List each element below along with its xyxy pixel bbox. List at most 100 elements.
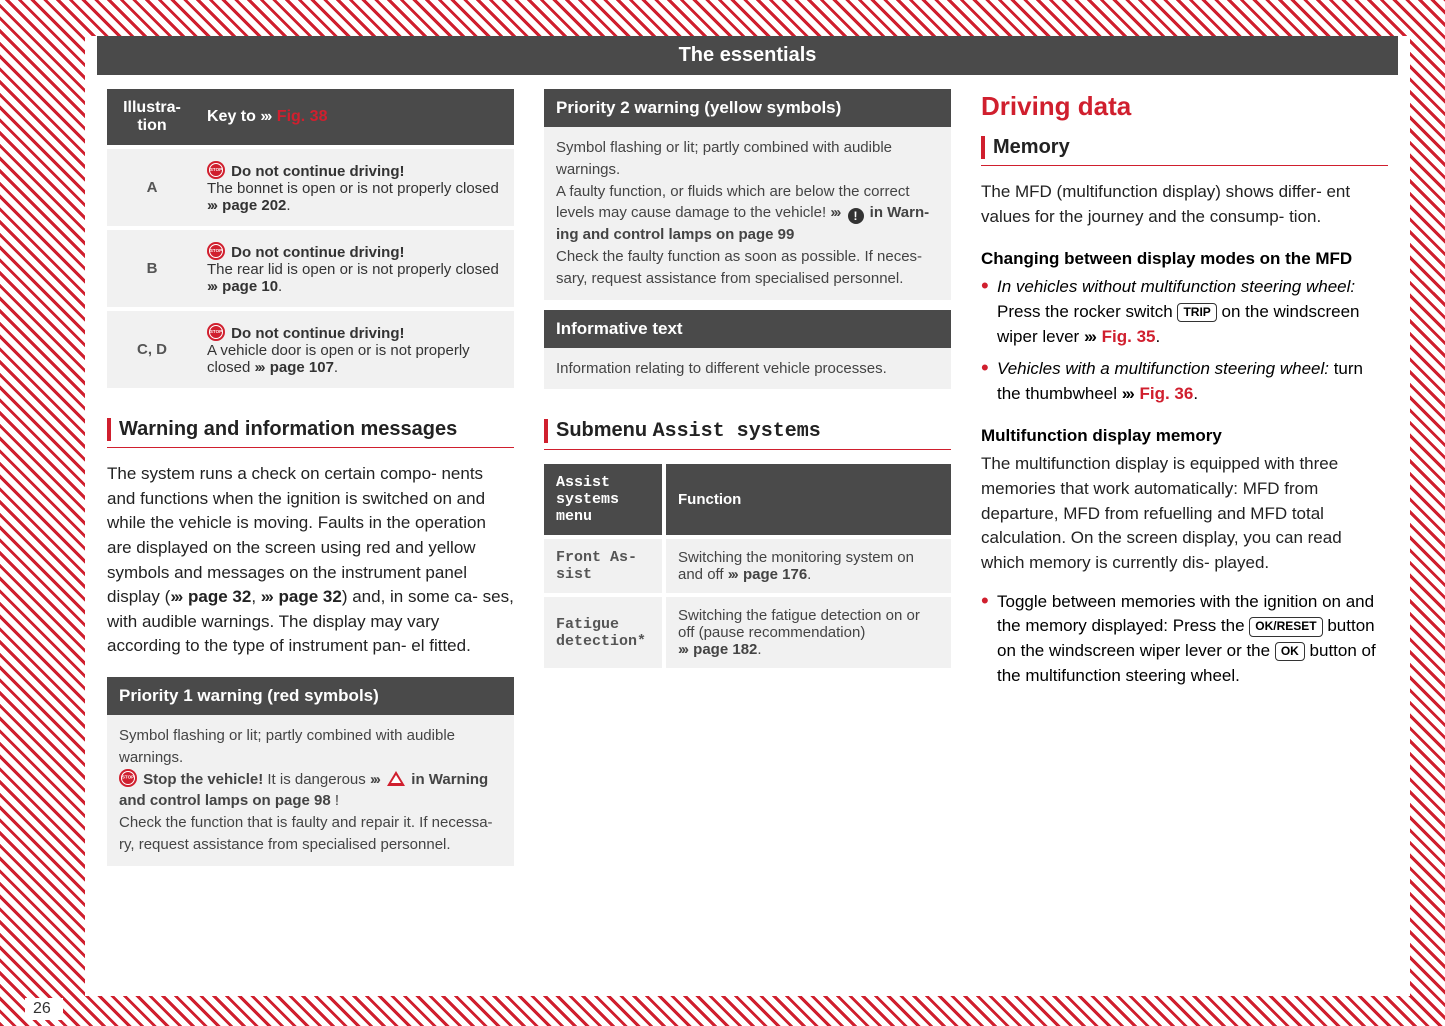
stop-icon [207, 242, 225, 260]
row-text: The bonnet is open or is not properly cl… [207, 180, 499, 197]
submenu-prefix: Submenu [556, 419, 653, 441]
p1-text: Check the function that is faulty and re… [119, 814, 493, 853]
info-icon: ! [848, 208, 864, 224]
stop-icon [119, 769, 137, 787]
priority1-box-body: Symbol flashing or lit; partly combined … [107, 715, 514, 866]
trip-button-icon: TRIP [1177, 303, 1216, 322]
fig-ref: Fig. 36 [1139, 384, 1193, 403]
submenu-mono: Assist systems [653, 420, 821, 443]
chevron-icon: ››› [830, 204, 839, 221]
row-label: C, D [107, 309, 197, 388]
chevron-icon: ››› [728, 566, 737, 583]
stop-icon [207, 161, 225, 179]
ok-button-icon: OK [1275, 642, 1305, 661]
chevron-icon: ››› [260, 108, 270, 125]
toggle-memories-list: Toggle between memories with the ignitio… [981, 590, 1388, 689]
chevron-icon: ››› [207, 197, 216, 214]
row-warn: Do not continue driving! [231, 325, 404, 342]
p1-text: It is dangerous [263, 771, 366, 788]
row-label: B [107, 228, 197, 309]
row-warn: Do not continue driving! [231, 163, 404, 180]
bullet-ital: Vehicles with a multifunction steering w… [997, 359, 1329, 378]
priority1-box: Priority 1 warning (red symbols) Symbol … [107, 677, 514, 866]
list-item: In vehicles without multifunction steeri… [981, 275, 1388, 349]
row-body: Do not continue driving! The rear lid is… [197, 228, 514, 309]
row-page-ref: page 202 [222, 197, 286, 214]
list-item: Toggle between memories with the ignitio… [981, 590, 1388, 689]
chevron-icon: ››› [170, 587, 181, 606]
row-body: Do not continue driving! The bonnet is o… [197, 147, 514, 228]
priority1-box-header: Priority 1 warning (red symbols) [107, 677, 514, 715]
section-submenu-assist: Submenu Assist systems [544, 415, 951, 450]
assist-th-menu: Assist systems menu [544, 464, 664, 537]
table-row: C, D Do not continue driving! A vehicle … [107, 309, 514, 388]
warning-info-paragraph: The system runs a check on certain compo… [107, 462, 514, 659]
assist-name: Front As- sist [544, 537, 664, 595]
mfd-memory-heading: Multifunction display memory [981, 426, 1388, 446]
page-ref: page 32 [279, 587, 342, 606]
mfd-memory-paragraph: The multifunction display is equipped wi… [981, 452, 1388, 575]
illus-th-left-text: Illustra- tion [123, 99, 181, 134]
bullet-text: Press the rocker switch [997, 302, 1177, 321]
driving-data-title: Driving data [981, 91, 1388, 122]
assist-name: Fatigue detection* [544, 595, 664, 668]
illus-th-left: Illustra- tion [107, 89, 197, 147]
column-2: Priority 2 warning (yellow symbols) Symb… [544, 89, 951, 876]
chevron-icon: ››› [207, 278, 216, 295]
assist-page-ref: page 176 [743, 566, 807, 583]
column-3: Driving data Memory The MFD (multifuncti… [981, 89, 1388, 876]
stop-icon [207, 323, 225, 341]
list-item: Vehicles with a multifunction steering w… [981, 357, 1388, 406]
fig-ref: Fig. 35 [1102, 327, 1156, 346]
p2-text: Symbol flashing or lit; partly combined … [556, 139, 892, 178]
illustration-table: Illustra- tion Key to ››› Fig. 38 A Do n… [107, 89, 514, 388]
assist-table: Assist systems menu Function Front As- s… [544, 464, 951, 668]
row-warn: Do not continue driving! [231, 244, 404, 261]
priority2-box: Priority 2 warning (yellow symbols) Symb… [544, 89, 951, 300]
assist-th-function: Function [664, 464, 951, 537]
table-row: A Do not continue driving! The bonnet is… [107, 147, 514, 228]
memory-heading: Memory [993, 136, 1070, 158]
priority2-box-body: Symbol flashing or lit; partly combined … [544, 127, 951, 300]
changing-modes-heading: Changing between display modes on the MF… [981, 249, 1388, 269]
row-text: A vehicle door is open or is not properl… [207, 342, 470, 376]
warning-triangle-icon [387, 771, 405, 786]
row-page-ref: page 10 [222, 278, 278, 295]
row-body: Do not continue driving! A vehicle door … [197, 309, 514, 388]
changing-modes-list: In vehicles without multifunction steeri… [981, 275, 1388, 406]
chevron-icon: ››› [255, 359, 264, 376]
section-memory: Memory [981, 132, 1388, 166]
table-row: Front As- sist Switching the monitoring … [544, 537, 951, 595]
chevron-icon: ››› [678, 641, 687, 658]
assist-page-ref: page 182 [693, 641, 757, 658]
illus-th-right: Key to ››› Fig. 38 [197, 89, 514, 147]
chevron-icon: ››› [261, 587, 272, 606]
section-warning-info: Warning and information messages [107, 414, 514, 448]
p1-stop: Stop the vehicle! [143, 771, 263, 788]
row-page-ref: page 107 [270, 359, 334, 376]
columns: Illustra- tion Key to ››› Fig. 38 A Do n… [85, 75, 1410, 876]
row-label: A [107, 147, 197, 228]
table-row: Fatigue detection* Switching the fatigue… [544, 595, 951, 668]
page-ref: page 32 [188, 587, 251, 606]
assist-desc: Switching the monitoring system on and o… [664, 537, 951, 595]
priority2-box-header: Priority 2 warning (yellow symbols) [544, 89, 951, 127]
informative-box-body: Information relating to different vehicl… [544, 348, 951, 390]
chevron-icon: ››› [1122, 384, 1133, 403]
illus-th-fig-ref: Fig. 38 [277, 108, 328, 125]
chevron-icon: ››› [1084, 327, 1095, 346]
page-title-bar: The essentials [97, 36, 1398, 75]
memory-paragraph: The MFD (multifunction display) shows di… [981, 180, 1388, 229]
bullet-ital: In vehicles without multifunction steeri… [997, 277, 1355, 296]
informative-box: Informative text Information relating to… [544, 310, 951, 390]
row-text: The rear lid is open or is not properly … [207, 261, 499, 278]
assist-desc-text: Switching the fatigue detection on or of… [678, 607, 920, 641]
section-heading-text: Warning and information messages [119, 418, 457, 440]
manual-page: The essentials Illustra- tion Key to ›››… [85, 36, 1410, 996]
p2-text: Check the faulty function as soon as pos… [556, 248, 922, 287]
table-row: B Do not continue driving! The rear lid … [107, 228, 514, 309]
para-text: The system runs a check on certain compo… [107, 464, 486, 606]
informative-box-header: Informative text [544, 310, 951, 348]
page-title: The essentials [679, 44, 817, 66]
illus-th-prefix: Key to [207, 108, 256, 125]
